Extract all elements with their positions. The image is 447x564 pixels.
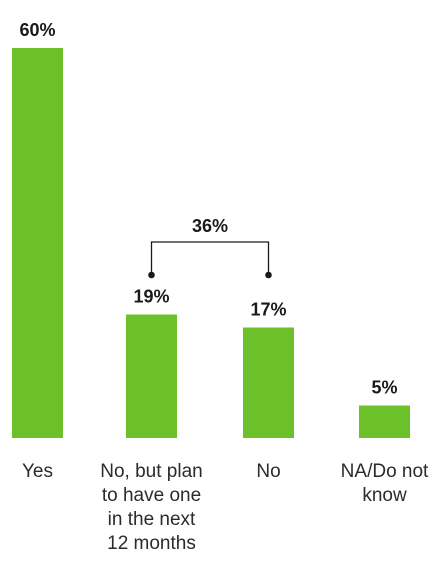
bar-2 bbox=[243, 327, 294, 438]
bar-0 bbox=[12, 48, 63, 438]
category-labels-group: Yes No, but plan to have one in the next 12 … bbox=[22, 461, 429, 554]
bracket-dot-0 bbox=[148, 271, 155, 279]
bracket-line bbox=[150, 241, 270, 275]
value-label-0: 60% bbox=[19, 20, 55, 40]
category-label-0-line-0: Yes bbox=[22, 461, 53, 482]
bar-3 bbox=[359, 405, 410, 438]
value-label-3: 5% bbox=[371, 378, 397, 398]
bracket-dot-1 bbox=[265, 271, 272, 279]
category-label-1: No, but plan to have one in the next 12 mon… bbox=[100, 461, 202, 554]
category-label-3: NA/Do not know bbox=[341, 461, 429, 506]
value-labels-group: 60% 19% 17% 5% bbox=[19, 20, 397, 398]
category-label-1-line-0: No, but plan bbox=[100, 461, 202, 482]
category-label-1-line-1: to have one bbox=[102, 485, 201, 506]
value-label-2: 17% bbox=[250, 300, 286, 320]
category-label-3-line-0: NA/Do not bbox=[341, 461, 429, 482]
category-label-2-line-0: No bbox=[256, 461, 280, 482]
category-label-0: Yes bbox=[22, 461, 53, 482]
category-label-1-line-3: 12 months bbox=[107, 533, 196, 554]
bracket-label: 36% bbox=[192, 216, 228, 236]
category-label-2: No bbox=[256, 461, 280, 482]
category-label-1-line-2: in the next bbox=[108, 509, 196, 530]
bar-1 bbox=[126, 314, 177, 438]
category-label-3-line-1: know bbox=[362, 485, 407, 506]
value-label-1: 19% bbox=[133, 287, 169, 307]
annotations-group: 36% bbox=[148, 216, 272, 279]
bars-group bbox=[12, 48, 410, 438]
